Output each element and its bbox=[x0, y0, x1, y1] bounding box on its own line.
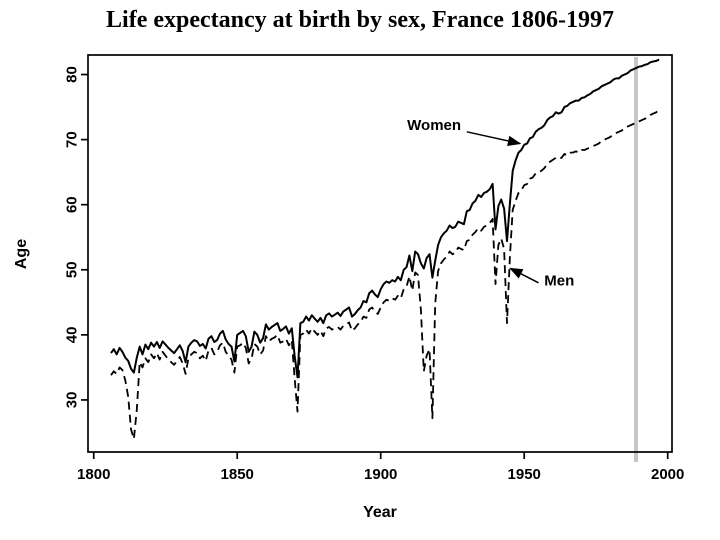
annotation-label-women: Women bbox=[407, 117, 461, 134]
y-axis-tick-label: 30 bbox=[64, 392, 81, 409]
series-line-men bbox=[110, 109, 660, 440]
x-axis-tick-label: 2000 bbox=[651, 466, 684, 483]
y-axis-tick-label: 70 bbox=[64, 131, 81, 148]
y-axis-tick-label: 40 bbox=[64, 327, 81, 344]
y-axis-title: Age bbox=[13, 239, 30, 269]
x-axis-tick-label: 1850 bbox=[221, 466, 254, 483]
x-axis-tick-label: 1800 bbox=[77, 466, 110, 483]
plot-box bbox=[87, 54, 673, 453]
x-axis-tick-label: 1950 bbox=[508, 466, 541, 483]
annotation-label-men: Men bbox=[544, 272, 574, 289]
y-axis-tick-label: 60 bbox=[64, 196, 81, 213]
series-line-women bbox=[110, 58, 660, 379]
annotation-arrow-men bbox=[509, 267, 539, 284]
scan-artifact-line bbox=[634, 57, 638, 462]
y-axis-tick-label: 50 bbox=[64, 261, 81, 278]
x-axis-tick-label: 1900 bbox=[364, 466, 397, 483]
y-axis-tick-label: 80 bbox=[64, 66, 81, 83]
chart-title: Life expectancy at birth by sex, France … bbox=[106, 7, 614, 33]
x-axis-title: Year bbox=[363, 504, 397, 521]
annotation-arrow-women bbox=[466, 131, 522, 147]
